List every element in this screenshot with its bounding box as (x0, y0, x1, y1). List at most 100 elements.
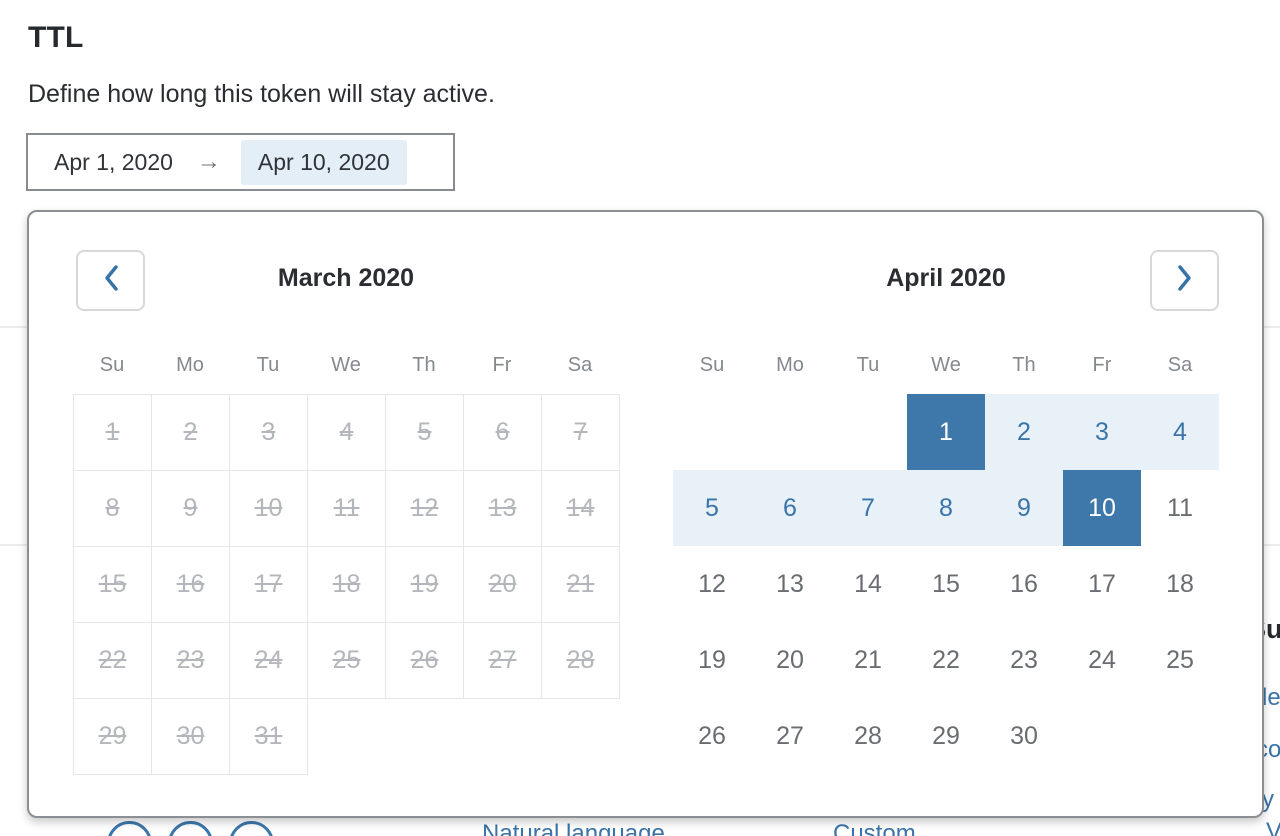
day-cell: 6 (463, 394, 542, 471)
day-cell[interactable]: 10 (1063, 470, 1141, 546)
background-link-fragment-3[interactable]: y (1262, 786, 1274, 813)
page-title: TTL (28, 21, 84, 54)
weekday-label: Tu (856, 354, 880, 376)
day-cell: 5 (385, 394, 464, 471)
day-cell[interactable]: 17 (1088, 569, 1116, 598)
next-month-button[interactable] (1150, 250, 1219, 311)
weekday-label: We (331, 354, 361, 376)
day-cell: 30 (151, 698, 230, 775)
natural-language-link[interactable]: Natural language (482, 820, 665, 836)
day-cell[interactable]: 29 (932, 721, 960, 750)
day-cell: 15 (73, 546, 152, 623)
weekday-header-april: Su Mo Tu We Th Fr Sa (673, 354, 1219, 377)
page-description: Define how long this token will stay act… (28, 80, 495, 108)
weekday-header-march: Su Mo Tu We Th Fr Sa (73, 354, 619, 377)
month-title-april: April 2020 (886, 264, 1006, 292)
day-cell: 28 (541, 622, 620, 699)
start-date-field[interactable]: Apr 1, 2020 (54, 148, 173, 175)
day-cell[interactable]: 8 (907, 470, 985, 546)
day-cell: 14 (541, 470, 620, 547)
date-range-input[interactable]: Apr 1, 2020 → Apr 10, 2020 (26, 133, 455, 191)
day-cell[interactable]: 18 (1166, 569, 1194, 598)
end-date-field[interactable]: Apr 10, 2020 (240, 139, 407, 185)
radio-button-1[interactable] (107, 821, 152, 836)
day-cell[interactable]: 19 (698, 645, 726, 674)
weekday-label: Sa (1167, 354, 1193, 376)
day-cell[interactable]: 14 (854, 569, 882, 598)
radio-button-2[interactable] (168, 821, 213, 836)
day-cell[interactable]: 3 (1063, 394, 1141, 470)
day-cell[interactable]: 24 (1088, 645, 1116, 674)
day-cell[interactable]: 20 (776, 645, 804, 674)
day-cell: 9 (151, 470, 230, 547)
day-cell[interactable]: 26 (698, 721, 726, 750)
day-cell: 27 (463, 622, 542, 699)
weekday-label: Su (99, 354, 125, 376)
day-cell[interactable]: 27 (776, 721, 804, 750)
day-cell[interactable]: 2 (985, 394, 1063, 470)
day-cell: 20 (463, 546, 542, 623)
day-cell[interactable]: 30 (1010, 721, 1038, 750)
chevron-right-icon (1177, 264, 1193, 297)
weekday-label: Su (699, 354, 725, 376)
day-cell[interactable]: 6 (751, 470, 829, 546)
day-cell: 8 (73, 470, 152, 547)
day-cell: 19 (385, 546, 464, 623)
day-cell[interactable]: 9 (985, 470, 1063, 546)
day-cell: 22 (73, 622, 152, 699)
day-cell: 13 (463, 470, 542, 547)
day-cell: 26 (385, 622, 464, 699)
day-cell[interactable]: 1 (907, 394, 985, 470)
day-cell[interactable]: 22 (932, 645, 960, 674)
previous-month-button[interactable] (76, 250, 145, 311)
day-cell[interactable]: 15 (932, 569, 960, 598)
radio-button-3[interactable] (229, 821, 274, 836)
day-cell: 3 (229, 394, 308, 471)
arrow-right-icon: → (196, 148, 221, 175)
day-cell[interactable]: 12 (698, 569, 726, 598)
weekday-label: Th (412, 354, 436, 376)
day-cell: 29 (73, 698, 152, 775)
background-link-fragment-1[interactable]: le (1262, 684, 1280, 711)
day-cell: 12 (385, 470, 464, 547)
day-cell[interactable]: 4 (1141, 394, 1219, 470)
day-cell[interactable]: 13 (776, 569, 804, 598)
day-cell[interactable]: 11 (1167, 493, 1193, 522)
weekday-label: Fr (1092, 354, 1112, 376)
day-grid-march: 1 2 3 4 5 6 7 8 9 10 11 12 13 14 15 16 17 18 19 20 21 22 23 24 2… (73, 394, 620, 775)
weekday-label: Mo (776, 354, 804, 376)
date-picker-popup: March 2020 April 2020 Su Mo Tu We Th Fr Sa Su M… (27, 210, 1264, 818)
day-cell: 7 (541, 394, 620, 471)
day-grid-april: 1 2 3 4 5 6 7 8 9 10 11 12 13 14 15 16 17 18 19 20 21 22 23 24 2… (673, 394, 1220, 775)
day-cell: 11 (307, 470, 386, 547)
day-cell: 17 (229, 546, 308, 623)
day-cell: 31 (229, 698, 308, 775)
day-cell[interactable]: 16 (1010, 569, 1038, 598)
day-cell[interactable]: 28 (854, 721, 882, 750)
weekday-label: Fr (492, 354, 512, 376)
day-cell: 24 (229, 622, 308, 699)
day-cell: 21 (541, 546, 620, 623)
weekday-label: Mo (176, 354, 204, 376)
weekday-label: Tu (256, 354, 280, 376)
weekday-label: Th (1012, 354, 1036, 376)
day-cell[interactable]: 25 (1166, 645, 1194, 674)
custom-link[interactable]: Custom (833, 820, 916, 836)
day-cell: 4 (307, 394, 386, 471)
day-cell[interactable]: 5 (673, 470, 751, 546)
weekday-label: We (931, 354, 961, 376)
day-cell: 2 (151, 394, 230, 471)
day-cell: 10 (229, 470, 308, 547)
day-cell: 25 (307, 622, 386, 699)
weekday-label: Sa (567, 354, 593, 376)
day-cell: 23 (151, 622, 230, 699)
chevron-left-icon (103, 264, 119, 297)
day-cell: 1 (73, 394, 152, 471)
day-cell: 18 (307, 546, 386, 623)
day-cell[interactable]: 23 (1010, 645, 1038, 674)
day-cell: 16 (151, 546, 230, 623)
day-cell[interactable]: 21 (854, 645, 882, 674)
view-link[interactable]: View (1266, 818, 1280, 836)
day-cell[interactable]: 7 (829, 470, 907, 546)
